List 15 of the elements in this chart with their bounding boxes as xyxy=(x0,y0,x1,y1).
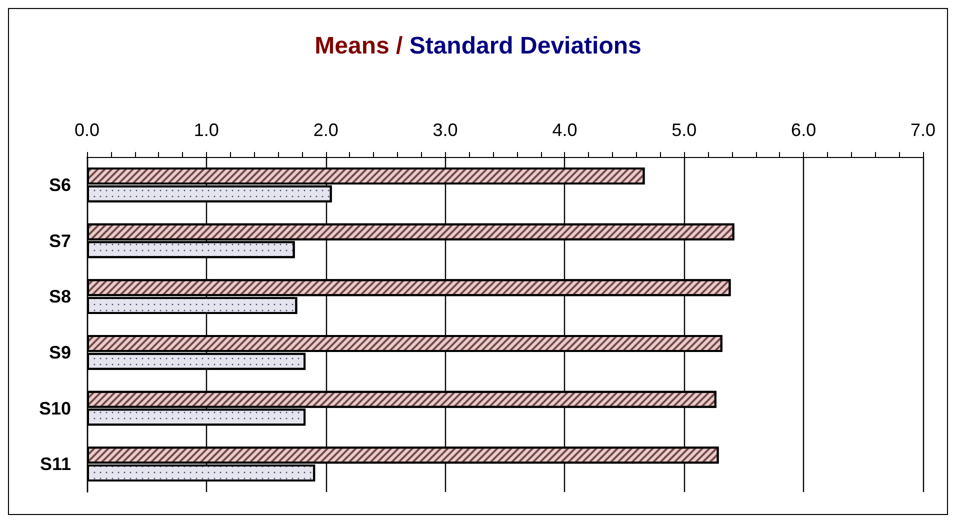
y-tick-label: S11 xyxy=(40,454,71,474)
x-tick-label: 5.0 xyxy=(672,120,697,140)
y-tick-label: S6 xyxy=(48,174,71,195)
x-tick-label: 7.0 xyxy=(910,120,936,140)
x-tick-label: 0.0 xyxy=(74,120,100,140)
y-tick-label: S9 xyxy=(48,342,71,362)
y-tick-label: S10 xyxy=(38,398,71,418)
x-tick-label: 4.0 xyxy=(552,120,578,140)
x-tick-label: 2.0 xyxy=(313,120,338,140)
x-tick-label: 1.0 xyxy=(194,120,219,140)
y-tick-label: S8 xyxy=(48,286,71,307)
chart-title: Means / Standard Deviations xyxy=(314,32,642,60)
x-tick-label: 6.0 xyxy=(791,120,816,140)
x-tick-label: 3.0 xyxy=(432,120,458,140)
y-tick-label: S7 xyxy=(48,230,71,251)
